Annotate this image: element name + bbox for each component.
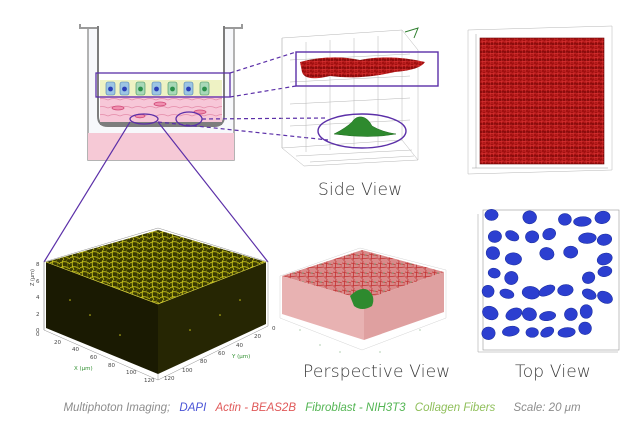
perspective-speckle (299, 329, 421, 353)
dapi-nucleus (597, 266, 613, 277)
dapi-nucleus (542, 228, 556, 241)
caption-scale: Scale: 20 μm (513, 402, 581, 414)
caption-actin: Actin - BEAS2B (215, 402, 297, 414)
dapi-nucleus (594, 210, 611, 224)
y-tick-label: 40 (236, 342, 243, 349)
epithelial-cells (105, 81, 210, 96)
dapi-nucleus (499, 288, 515, 299)
dapi-nucleus (573, 216, 592, 227)
dapi-nucleus (582, 271, 596, 284)
figure-caption: Multiphoton Imaging; DAPI Actin - BEAS2B… (0, 402, 644, 414)
dapi-nucleus (502, 325, 520, 337)
y-tick-label: 100 (182, 367, 193, 374)
dapi-nucleus (557, 284, 574, 297)
caption-dapi: DAPI (179, 402, 207, 414)
dapi-nucleus (538, 284, 556, 297)
perspective-view-label: Perspective View (303, 362, 451, 382)
x-tick-label: 0 (36, 332, 40, 338)
perspective-left-face (282, 276, 364, 340)
fibroblast-perspective (350, 288, 374, 309)
dapi-nucleus (482, 305, 499, 321)
x-tick-label: 80 (108, 362, 115, 369)
x-tick-label: 20 (54, 339, 61, 346)
z-tick-label: 8 (36, 262, 40, 268)
dapi-nucleus (596, 233, 613, 246)
collagen-speckle (69, 299, 241, 336)
dapi-nucleus (504, 252, 522, 266)
perspective-top-surface (282, 250, 444, 300)
basal-medium (88, 133, 234, 160)
dapi-nucleus (539, 311, 556, 322)
dapi-nucleus (505, 307, 523, 321)
y-axis-unit: Y (μm) (232, 354, 251, 360)
membrane (100, 122, 222, 125)
dapi-nucleus (579, 304, 593, 319)
collagen-3d-plot: Z (μm) (30, 227, 269, 381)
dapi-nucleus (522, 307, 537, 321)
fibroblast-cells (111, 101, 207, 119)
dapi-nucleus (540, 326, 555, 338)
side-view-plot (281, 27, 439, 167)
collagen-highlight-ellipse (129, 113, 159, 125)
x-axis-unit: X (μm) (74, 366, 93, 372)
dapi-nucleus (481, 326, 496, 340)
y-tick-label: 120 (164, 376, 175, 382)
perspective-right-face (364, 272, 444, 340)
actin-layer-side (300, 57, 425, 79)
dapi-nucleus (557, 327, 576, 338)
y-tick-label: 0 (272, 326, 276, 332)
z-tick-label: 4 (36, 295, 40, 301)
actin-top-render (479, 37, 605, 165)
y-tick-label: 60 (218, 351, 225, 357)
dapi-nucleus (563, 245, 579, 259)
dapi-nucleus (597, 290, 613, 304)
fibroblast-side-ellipse (317, 113, 407, 149)
connector-lines (43, 51, 329, 263)
side-view-label: Side View (318, 180, 403, 200)
caption-fibroblast: Fibroblast - NIH3T3 (305, 402, 406, 414)
dapi-nucleus (596, 252, 613, 266)
caption-collagen: Collagen Fibers (414, 402, 496, 414)
dapi-nuclei (481, 209, 613, 340)
dapi-nucleus (504, 271, 519, 285)
dapi-nucleus (487, 267, 501, 279)
actin-side-highlight (295, 51, 439, 87)
dapi-nucleus (485, 246, 500, 260)
dapi-nucleus (578, 321, 592, 335)
top-view-label: Top View (515, 362, 592, 382)
dapi-nucleus (539, 247, 555, 261)
collagen-right-face (158, 262, 266, 374)
fibroblast-side (333, 116, 397, 137)
collagen-left-face (46, 262, 158, 374)
y-tick-label: 20 (254, 334, 261, 341)
dapi-nucleus (564, 307, 578, 321)
dapi-top-plot (477, 209, 620, 353)
actin-top-plot (467, 25, 613, 175)
caption-intro: Multiphoton Imaging; (63, 402, 171, 414)
dapi-nucleus (522, 210, 537, 225)
collagen-top-surface (46, 230, 266, 304)
x-tick-label: 60 (90, 355, 97, 361)
dapi-nucleus (525, 230, 540, 244)
dapi-nucleus (558, 213, 572, 226)
y-tick-label: 80 (200, 359, 207, 366)
x-tick-label: 100 (126, 370, 137, 377)
dapi-nucleus (505, 230, 520, 242)
x-tick-label: 120 (144, 378, 155, 384)
z-tick-label: 6 (36, 278, 40, 285)
dapi-nucleus (481, 284, 495, 298)
dapi-nucleus (487, 230, 502, 243)
dapi-nucleus (484, 209, 499, 221)
z-axis-unit: Z (μm) (30, 269, 36, 286)
x-tick-label: 40 (72, 347, 79, 354)
dapi-nucleus (582, 288, 597, 300)
z-tick-label: 0 (36, 328, 40, 334)
perspective-plot (279, 247, 447, 353)
dapi-nucleus (525, 327, 539, 338)
transwell-schematic (79, 24, 243, 161)
dapi-nucleus (578, 232, 597, 244)
z-tick-label: 2 (36, 311, 40, 318)
epithelium-highlight-box (95, 72, 231, 98)
